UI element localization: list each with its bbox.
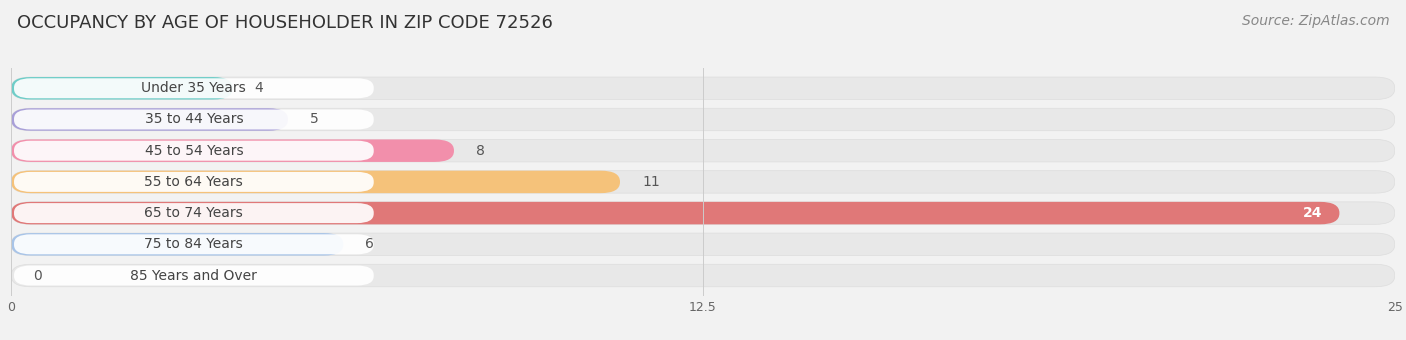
FancyBboxPatch shape <box>11 108 288 131</box>
FancyBboxPatch shape <box>11 233 1395 256</box>
Text: 65 to 74 Years: 65 to 74 Years <box>145 206 243 220</box>
Text: 5: 5 <box>311 113 319 126</box>
Text: 45 to 54 Years: 45 to 54 Years <box>145 144 243 158</box>
FancyBboxPatch shape <box>14 78 374 98</box>
Text: Under 35 Years: Under 35 Years <box>142 81 246 95</box>
FancyBboxPatch shape <box>14 172 374 192</box>
Text: 24: 24 <box>1303 206 1323 220</box>
Text: 75 to 84 Years: 75 to 84 Years <box>145 237 243 251</box>
Text: 35 to 44 Years: 35 to 44 Years <box>145 113 243 126</box>
Text: OCCUPANCY BY AGE OF HOUSEHOLDER IN ZIP CODE 72526: OCCUPANCY BY AGE OF HOUSEHOLDER IN ZIP C… <box>17 14 553 32</box>
FancyBboxPatch shape <box>14 234 374 254</box>
FancyBboxPatch shape <box>14 266 374 286</box>
FancyBboxPatch shape <box>11 139 1395 162</box>
FancyBboxPatch shape <box>14 109 374 130</box>
Text: 4: 4 <box>254 81 263 95</box>
Text: 85 Years and Over: 85 Years and Over <box>131 269 257 283</box>
Text: 55 to 64 Years: 55 to 64 Years <box>145 175 243 189</box>
Text: 6: 6 <box>366 237 374 251</box>
Text: 8: 8 <box>477 144 485 158</box>
FancyBboxPatch shape <box>11 233 343 256</box>
FancyBboxPatch shape <box>14 141 374 161</box>
FancyBboxPatch shape <box>11 77 232 100</box>
FancyBboxPatch shape <box>14 203 374 223</box>
FancyBboxPatch shape <box>11 108 1395 131</box>
FancyBboxPatch shape <box>11 202 1340 224</box>
Text: 11: 11 <box>643 175 659 189</box>
FancyBboxPatch shape <box>11 139 454 162</box>
FancyBboxPatch shape <box>11 202 1395 224</box>
Text: Source: ZipAtlas.com: Source: ZipAtlas.com <box>1241 14 1389 28</box>
FancyBboxPatch shape <box>11 171 1395 193</box>
FancyBboxPatch shape <box>11 264 1395 287</box>
FancyBboxPatch shape <box>11 171 620 193</box>
FancyBboxPatch shape <box>11 77 1395 100</box>
Text: 0: 0 <box>34 269 42 283</box>
